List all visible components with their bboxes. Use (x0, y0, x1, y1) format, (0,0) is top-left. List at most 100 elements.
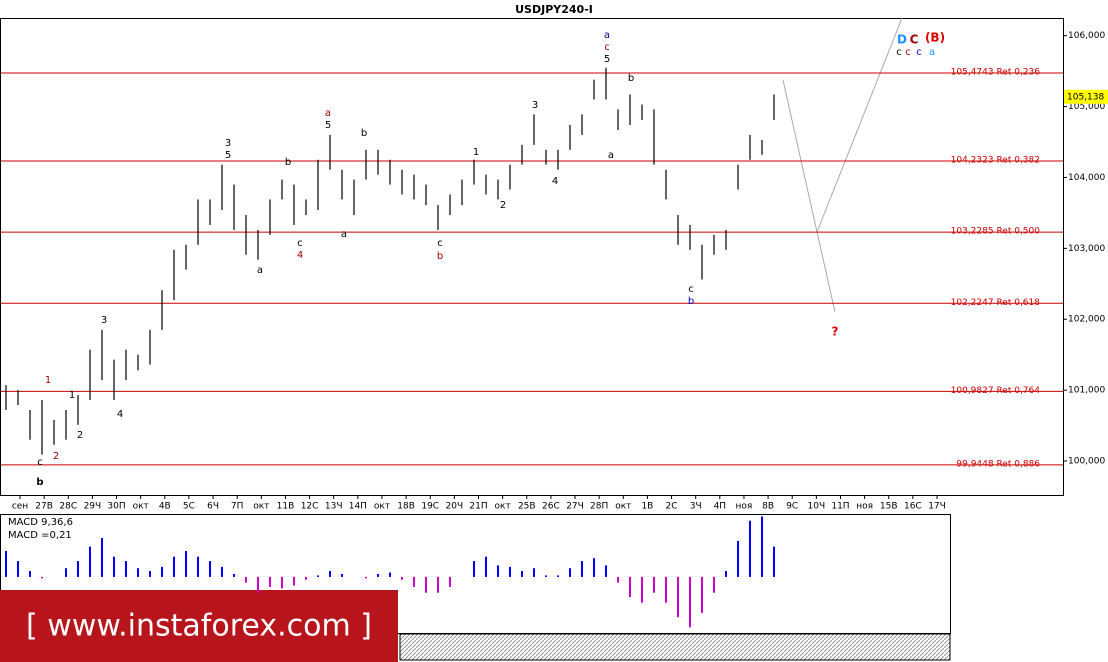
x-tick-label: 13Ч (325, 502, 343, 512)
wave-label: ? (832, 325, 839, 339)
x-tick-label: окт (615, 502, 631, 512)
projection-line (816, 17, 903, 233)
wave-label: 5 (225, 150, 231, 161)
wave-label: 2 (53, 451, 59, 462)
x-tick-label: окт (253, 502, 269, 512)
x-tick-label: 16С (904, 502, 922, 512)
x-tick-label: 9С (786, 502, 798, 512)
wave-label: 1 (45, 375, 51, 386)
wave-label: 3 (225, 138, 231, 149)
x-tick-label: 27В (35, 502, 53, 512)
x-tick-label: 7П (231, 502, 244, 512)
x-tick-label: 6Ч (207, 502, 219, 512)
wave-label: 4 (117, 409, 123, 420)
level-label: 104,2323 Ret 0,382 (951, 156, 1040, 166)
wave-label: a (929, 47, 935, 58)
wave-label: C (910, 33, 919, 47)
level-label: 102,2247 Ret 0,618 (951, 298, 1041, 308)
x-tick-label: 1В (641, 502, 653, 512)
wave-label: 2 (77, 430, 83, 441)
x-tick-label: 5С (183, 502, 195, 512)
level-label: 103,2285 Ret 0,500 (951, 227, 1041, 237)
wave-label: c (37, 457, 43, 468)
wave-label: c (297, 238, 303, 249)
wave-label: c (905, 47, 911, 58)
wave-label: c (916, 47, 922, 58)
wave-label: b (628, 73, 634, 84)
price-tag-label: 105,138 (1067, 92, 1104, 102)
wave-label: b (36, 477, 43, 488)
price-tag (1064, 89, 1108, 104)
x-tick-label: 27Ч (566, 502, 584, 512)
x-tick-label: сен (12, 502, 28, 512)
watermark: [ www.instaforex.com ] (26, 609, 372, 644)
x-tick-label: 4В (159, 502, 171, 512)
wave-label: 4 (297, 250, 303, 261)
x-tick-label: 18В (397, 502, 415, 512)
wave-label: 4 (552, 176, 558, 187)
level-label: 105,4743 Ret 0,236 (951, 67, 1041, 77)
x-tick-label: 19С (421, 502, 439, 512)
x-tick-label: 20Ч (446, 502, 464, 512)
wave-label: b (285, 157, 291, 168)
macd-title: MACD 9,36,6 (8, 517, 73, 528)
x-tick-label: 15В (880, 502, 898, 512)
wave-label: a (325, 108, 331, 119)
y-tick-label: 100,000 (1068, 456, 1105, 466)
wave-label: c (896, 47, 902, 58)
x-tick-label: окт (374, 502, 390, 512)
wave-label: a (604, 30, 610, 41)
wave-label: 5 (325, 120, 331, 131)
wave-label: b (361, 128, 367, 139)
y-tick-label: 104,000 (1068, 173, 1105, 183)
x-tick-label: 11В (277, 502, 295, 512)
x-tick-label: 26С (542, 502, 560, 512)
wave-label: a (341, 229, 347, 240)
y-tick-label: 101,000 (1068, 386, 1105, 396)
watermark-box (0, 590, 398, 662)
level-label: 100,9827 Ret 0,764 (951, 386, 1041, 396)
wave-label: 1 (69, 390, 75, 401)
x-tick-label: ноя (736, 502, 753, 512)
x-tick-label: окт (495, 502, 511, 512)
wave-label: b (437, 251, 443, 262)
level-label: 99,9448 Ret 0,886 (956, 459, 1040, 469)
wave-label: c (437, 238, 443, 249)
wave-label: 5 (604, 54, 610, 65)
price-panel (0, 18, 1064, 496)
x-tick-label: 28П (590, 502, 608, 512)
chart-title: USDJPY240-I (515, 3, 593, 16)
y-tick-label: 105,000 (1068, 102, 1105, 112)
x-tick-label: 10Ч (808, 502, 826, 512)
x-tick-label: окт (133, 502, 149, 512)
x-tick-label: 2С (666, 502, 678, 512)
wave-label: 3 (532, 100, 538, 111)
y-tick-label: 103,000 (1068, 244, 1105, 254)
wave-label: (B) (925, 31, 945, 45)
x-tick-label: 17Ч (928, 502, 946, 512)
x-tick-label: 4П (714, 502, 727, 512)
wave-label: c (688, 284, 694, 295)
x-tick-label: 21П (469, 502, 487, 512)
wave-label: 2 (500, 200, 506, 211)
wave-label: c (604, 42, 610, 53)
x-tick-label: 25В (518, 502, 536, 512)
y-tick-label: 106,000 (1068, 31, 1105, 41)
x-tick-label: 29Ч (84, 502, 102, 512)
wave-label: 1 (473, 147, 479, 158)
x-tick-label: 11П (831, 502, 849, 512)
macd-current: MACD =0,21 (8, 530, 72, 541)
x-tick-label: 14П (349, 502, 367, 512)
wave-label: a (608, 150, 614, 161)
hatched-area (399, 633, 951, 661)
wave-label: D (897, 33, 907, 47)
wave-label: a (257, 265, 263, 276)
x-tick-label: 28С (59, 502, 77, 512)
x-tick-label: 8В (762, 502, 774, 512)
wave-label: b (688, 296, 694, 307)
x-tick-label: ноя (856, 502, 873, 512)
x-tick-label: 12С (301, 502, 319, 512)
wave-label: 3 (101, 315, 107, 326)
